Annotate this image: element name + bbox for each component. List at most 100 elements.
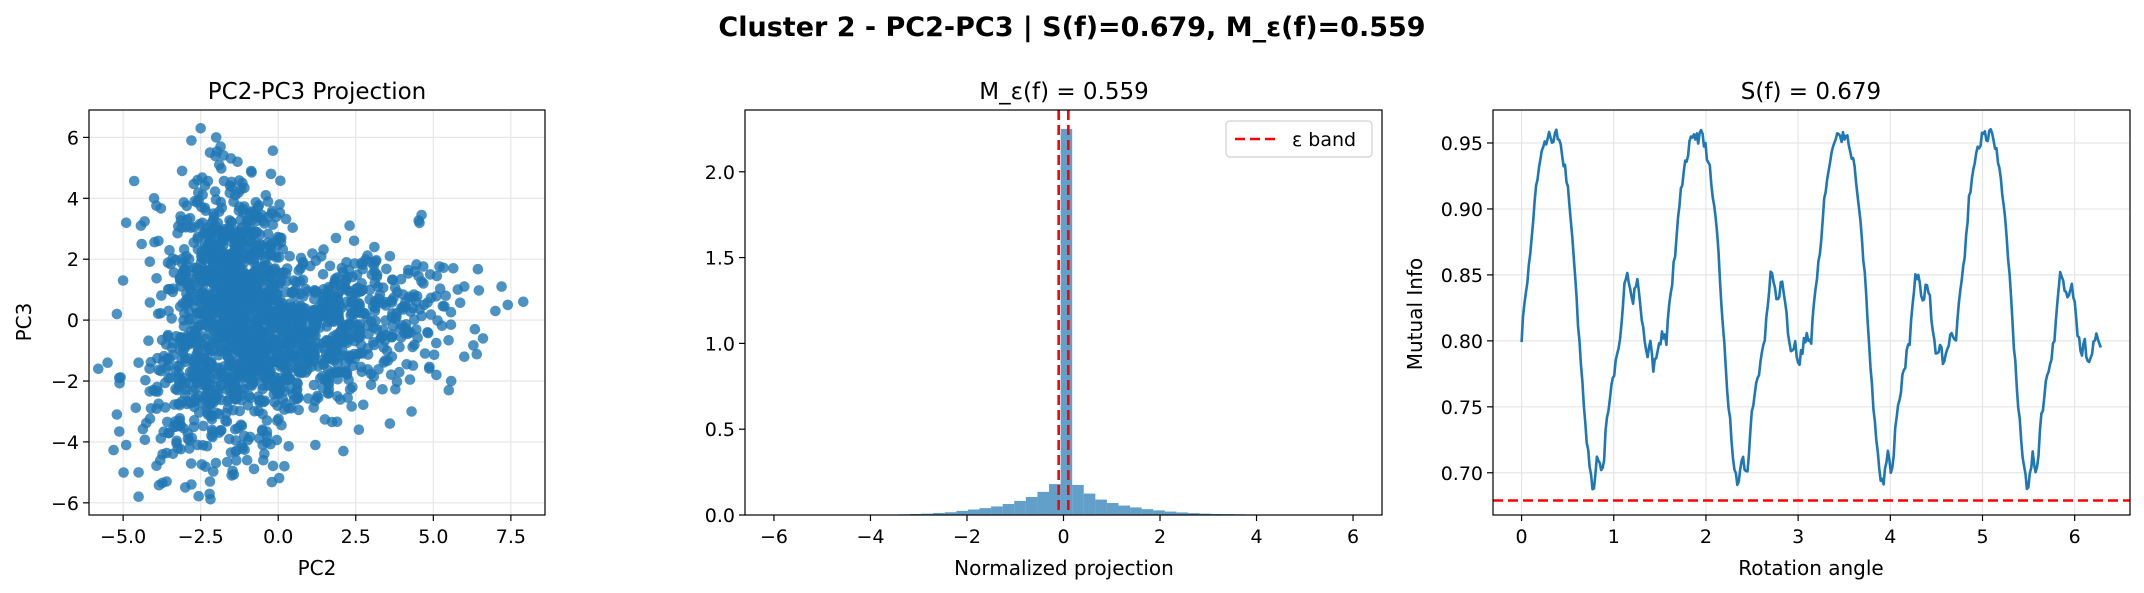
scatter-point (276, 232, 287, 244)
scatter-point (156, 290, 167, 301)
scatter-point (331, 416, 343, 428)
scatter-point (170, 331, 182, 342)
scatter-point (191, 307, 203, 319)
figure-title: Cluster 2 - PC2-PC3 | S(f)=0.679, M_ε(f)… (718, 12, 1425, 43)
histogram-xtick-label: 4 (1250, 526, 1262, 548)
scatter-point (199, 226, 211, 238)
scatter-point (241, 345, 252, 357)
scatter-point (431, 337, 442, 349)
scatter-point (284, 298, 296, 309)
histogram-bar (979, 508, 992, 515)
line-xtick-label: 5 (1976, 526, 1988, 548)
scatter-point (241, 454, 253, 466)
scatter-point (225, 447, 237, 458)
histogram-bar (944, 512, 957, 515)
scatter-point (210, 457, 222, 469)
scatter-point (165, 372, 176, 384)
scatter-point (244, 431, 256, 443)
scatter-point (448, 263, 459, 274)
histogram-ytick-label: 1.5 (705, 248, 735, 270)
scatter-point (195, 123, 206, 134)
scatter-point (218, 175, 230, 187)
scatter-point (219, 308, 230, 319)
histogram-ytick-label: 0.5 (705, 419, 735, 441)
scatter-point (192, 174, 203, 186)
scatter-point (215, 332, 227, 344)
scatter-point (502, 299, 514, 311)
histogram-ytick-label: 2.0 (705, 162, 735, 184)
scatter-ytick-label: 0 (67, 310, 79, 332)
scatter-point (249, 363, 260, 374)
scatter-point (179, 343, 190, 354)
scatter-point (222, 403, 234, 414)
scatter-ytick-label: −4 (51, 432, 79, 454)
scatter-point (418, 299, 430, 311)
scatter-title: PC2-PC3 Projection (208, 79, 426, 105)
scatter-point (136, 238, 147, 250)
scatter-point (440, 290, 452, 302)
scatter-point (385, 369, 397, 381)
scatter-point (213, 349, 224, 361)
scatter-point (215, 141, 226, 152)
scatter-point (238, 207, 249, 218)
scatter-point (283, 441, 295, 452)
scatter-point (274, 207, 286, 219)
scatter-point (185, 458, 197, 469)
scatter-point (262, 228, 274, 240)
scatter-point (445, 375, 457, 387)
scatter-point (265, 295, 277, 306)
scatter-point (416, 209, 427, 221)
scatter-point (275, 175, 286, 187)
scatter-point (251, 212, 263, 223)
histogram-bar (1130, 507, 1142, 515)
scatter-point (153, 398, 164, 410)
scatter-point (171, 435, 182, 447)
scatter-point (310, 287, 321, 299)
scatter-point (211, 259, 222, 271)
scatter-point (300, 339, 312, 351)
scatter-point (253, 340, 265, 352)
histogram-bar (1141, 509, 1154, 515)
scatter-point (140, 375, 151, 386)
line-xtick-label: 6 (2069, 526, 2081, 548)
scatter-point (229, 252, 240, 264)
scatter-points (93, 123, 529, 505)
histogram-bar (1037, 491, 1050, 515)
scatter-point (284, 250, 296, 262)
scatter-xtick-label: 0.0 (263, 526, 293, 548)
scatter-point (341, 257, 352, 268)
line-xtick-label: 3 (1792, 526, 1804, 548)
scatter-point (195, 271, 206, 283)
scatter-point (419, 348, 431, 359)
line-xtick-label: 2 (1700, 526, 1712, 548)
scatter-point (117, 275, 129, 286)
histogram-bar (967, 509, 980, 515)
scatter-ylabel: PC3 (12, 303, 36, 342)
scatter-point (377, 282, 389, 294)
scatter-point (198, 420, 209, 432)
histogram-bar (956, 510, 968, 515)
scatter-point (216, 317, 227, 329)
scatter-point (236, 440, 248, 451)
scatter-point (201, 299, 213, 310)
histogram-ytick-label: 0.0 (705, 505, 735, 527)
scatter-panel: PC2-PC3 Projection PC2 PC3 −5.0 −2.5 0.0 2.… (12, 79, 546, 580)
scatter-point (144, 256, 156, 268)
scatter-point (356, 366, 368, 378)
scatter-point (197, 189, 208, 200)
scatter-point (308, 356, 319, 367)
scatter-point (191, 288, 203, 300)
histogram-bar (933, 512, 945, 515)
scatter-point (158, 350, 170, 362)
scatter-point (357, 259, 368, 271)
scatter-point (286, 287, 298, 298)
scatter-xtick-label: −5.0 (100, 526, 146, 548)
scatter-point (384, 418, 396, 429)
scatter-point (339, 280, 350, 292)
scatter-point (320, 374, 332, 385)
scatter-point (394, 366, 405, 378)
scatter-point (407, 360, 419, 371)
scatter-point (309, 395, 321, 407)
scatter-point (235, 183, 247, 195)
scatter-point (210, 132, 222, 143)
